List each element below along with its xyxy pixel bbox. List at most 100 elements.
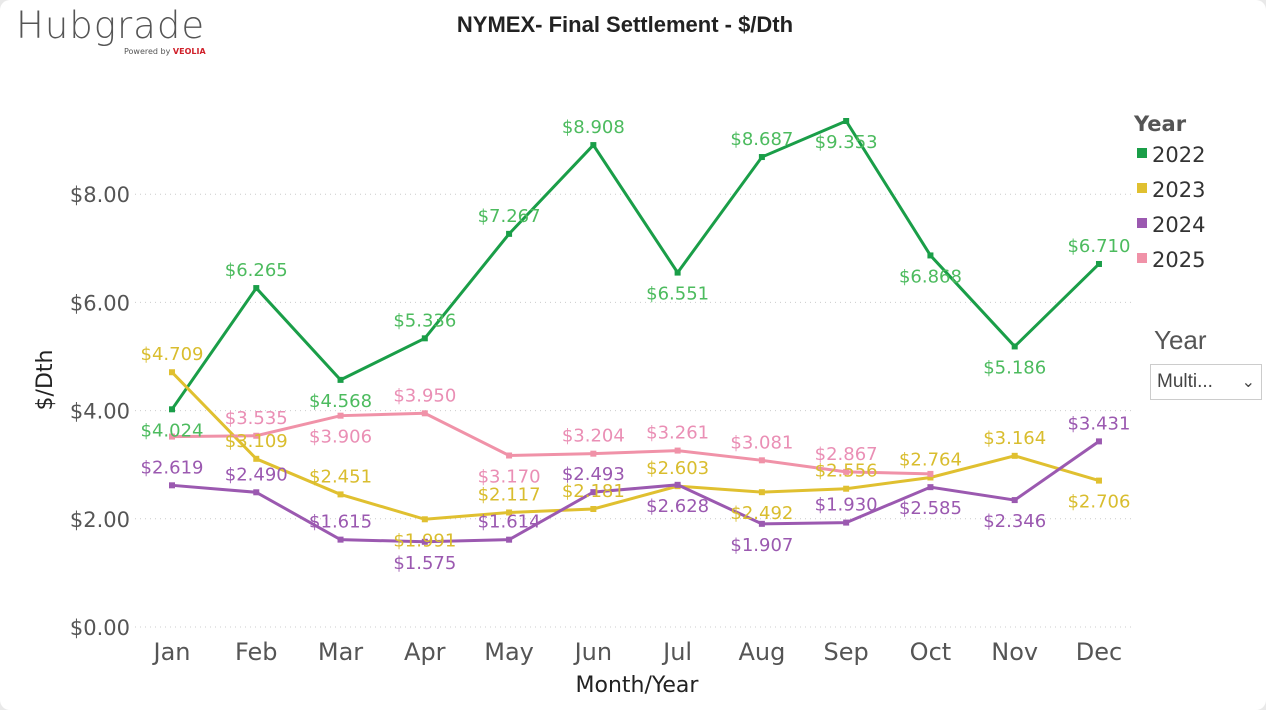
data-label-2024: $1.615	[309, 512, 372, 533]
legend-marker	[1137, 218, 1147, 228]
data-label-2024: $2.628	[646, 496, 709, 517]
data-point-2022[interactable]	[674, 269, 681, 276]
data-point-2022[interactable]	[843, 118, 850, 125]
data-label-2023: $2.117	[478, 484, 541, 505]
data-point-2025[interactable]	[758, 457, 765, 464]
data-label-2023: $2.603	[646, 458, 709, 479]
data-point-2025[interactable]	[506, 452, 513, 459]
data-point-2023[interactable]	[590, 506, 597, 513]
legend-entry[interactable]: 2025	[1152, 248, 1205, 272]
data-point-2024[interactable]	[421, 538, 428, 545]
data-label-2023: $2.706	[1067, 492, 1130, 513]
data-label-2023: $2.492	[730, 503, 793, 524]
year-dropdown[interactable]: Multi... ⌄	[1150, 364, 1262, 400]
x-tick-label: Jun	[573, 638, 613, 666]
series-line-2023	[170, 371, 1100, 521]
data-point-2023[interactable]	[506, 509, 513, 516]
legend-marker	[1137, 148, 1147, 158]
data-point-2023[interactable]	[253, 455, 260, 462]
x-tick-label: Oct	[910, 638, 952, 666]
legend-marker	[1137, 183, 1147, 193]
x-tick-label: Sep	[824, 638, 869, 666]
data-label-2022: $4.568	[309, 391, 372, 412]
data-point-2022[interactable]	[421, 335, 428, 342]
legend-entry[interactable]: 2022	[1152, 143, 1205, 167]
year-slicer: Year Multi... ⌄	[1150, 325, 1262, 400]
data-point-2024[interactable]	[843, 519, 850, 526]
data-point-2025[interactable]	[169, 433, 175, 440]
x-tick-label: Jul	[661, 638, 692, 666]
data-point-2024[interactable]	[1011, 497, 1018, 504]
data-point-2024[interactable]	[169, 482, 175, 489]
data-point-2023[interactable]	[421, 516, 428, 523]
data-point-2025[interactable]	[253, 432, 260, 439]
data-point-2022[interactable]	[590, 142, 597, 149]
series-line-2022	[170, 119, 1101, 411]
data-label-2024: $2.490	[225, 464, 288, 485]
data-point-2024[interactable]	[506, 536, 513, 543]
data-label-2022: $6.551	[646, 284, 709, 305]
data-label-2025: $3.950	[393, 385, 456, 406]
data-label-2023: $3.109	[225, 431, 288, 452]
data-label-2024: $2.346	[983, 511, 1046, 532]
data-label-2023: $1.991	[393, 530, 456, 551]
data-point-2022[interactable]	[169, 406, 175, 413]
data-label-2024: $1.907	[730, 535, 793, 556]
data-point-2023[interactable]	[169, 369, 175, 376]
y-tick-label: $4.00	[70, 400, 130, 424]
data-point-2025[interactable]	[927, 470, 934, 477]
data-label-2022: $9.353	[815, 132, 878, 153]
x-tick-label: May	[484, 638, 534, 666]
data-point-2025[interactable]	[337, 412, 344, 419]
data-point-2024[interactable]	[674, 481, 681, 488]
data-point-2025[interactable]	[843, 468, 850, 475]
data-point-2023[interactable]	[337, 491, 344, 498]
x-tick-label: Aug	[738, 638, 785, 666]
y-tick-label: $0.00	[70, 616, 130, 640]
data-point-2022[interactable]	[1095, 260, 1102, 267]
data-point-2022[interactable]	[253, 285, 260, 292]
data-point-2025[interactable]	[674, 447, 681, 454]
y-tick-label: $2.00	[70, 508, 130, 532]
data-point-2024[interactable]	[337, 536, 344, 543]
data-label-2024: $1.930	[815, 495, 878, 516]
x-tick-label: Nov	[991, 638, 1038, 666]
data-label-2025: $3.535	[225, 408, 288, 429]
data-label-2024: $2.585	[899, 498, 962, 519]
data-label-2023: $2.764	[899, 449, 962, 470]
data-point-2024[interactable]	[1095, 438, 1102, 445]
data-point-2023[interactable]	[758, 489, 765, 496]
data-point-2022[interactable]	[506, 230, 513, 237]
y-tick-label: $8.00	[70, 183, 130, 207]
data-point-2022[interactable]	[758, 154, 765, 161]
data-label-2024: $1.614	[478, 512, 541, 533]
legend-marker	[1137, 253, 1147, 263]
legend-entry[interactable]: 2024	[1152, 213, 1205, 237]
data-point-2023[interactable]	[927, 474, 934, 481]
data-point-2024[interactable]	[927, 484, 934, 491]
legend-entry[interactable]: 2023	[1152, 178, 1205, 202]
data-point-2022[interactable]	[337, 376, 344, 383]
data-point-2022[interactable]	[1011, 343, 1018, 350]
x-tick-label: Jan	[152, 638, 191, 666]
slicer-value: Multi...	[1157, 371, 1213, 392]
data-point-2024[interactable]	[253, 489, 260, 496]
data-point-2023[interactable]	[1095, 477, 1102, 484]
data-point-2023[interactable]	[1011, 452, 1018, 459]
chart-title: NYMEX- Final Settlement - $/Dth	[456, 12, 794, 37]
data-label-2025: $3.081	[730, 432, 793, 453]
data-point-2024[interactable]	[758, 520, 765, 527]
y-tick-label: $6.00	[70, 291, 130, 315]
data-point-2023[interactable]	[843, 485, 850, 492]
data-point-2022[interactable]	[927, 252, 934, 259]
data-label-2025: $3.906	[309, 427, 372, 448]
data-label-2024: $2.619	[141, 457, 204, 478]
data-point-2024[interactable]	[590, 489, 597, 496]
data-point-2025[interactable]	[590, 450, 597, 457]
data-label-2024: $2.493	[562, 464, 625, 485]
chevron-down-icon: ⌄	[1241, 374, 1255, 391]
x-tick-label: Dec	[1076, 638, 1122, 666]
data-point-2025[interactable]	[421, 410, 428, 417]
data-label-2022: $5.336	[393, 310, 456, 331]
